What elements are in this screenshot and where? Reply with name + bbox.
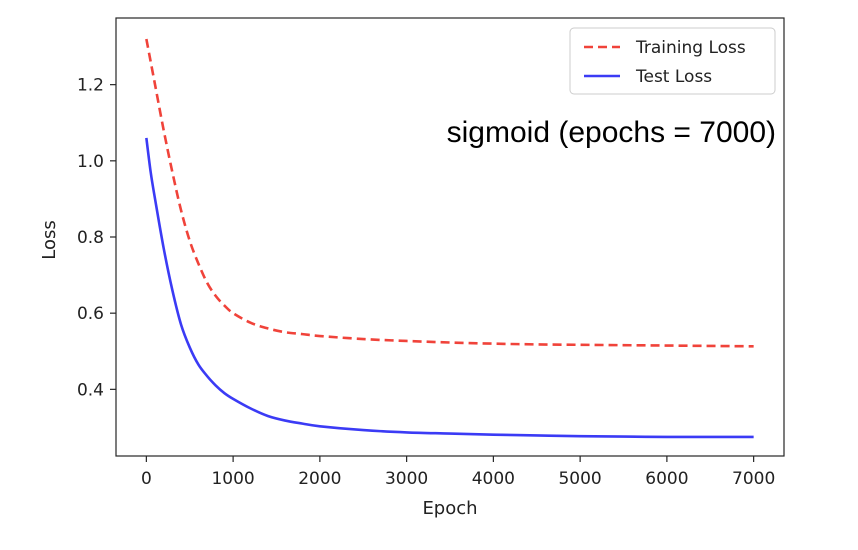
x-tick-label: 7000: [732, 469, 775, 489]
y-axis-label: Loss: [39, 220, 60, 259]
x-tick-label: 1000: [211, 469, 254, 489]
legend-label-test-loss: Test Loss: [635, 67, 712, 87]
legend-label-training-loss: Training Loss: [635, 38, 746, 58]
y-tick-label: 0.8: [77, 228, 104, 248]
y-tick-label: 1.2: [77, 76, 104, 96]
x-tick-label: 5000: [558, 469, 601, 489]
legend: Training Loss Test Loss: [569, 27, 776, 95]
x-tick-label: 6000: [645, 469, 688, 489]
axis-layer: 0 1000 2000 3000 4000 5000 6000 7000 0.4 0.6 0.8 1.…: [77, 76, 775, 489]
plot-frame: [115, 17, 785, 457]
y-tick-label: 0.4: [77, 380, 104, 400]
series-line-training-loss: [145, 38, 754, 348]
x-tick-label: 4000: [472, 469, 515, 489]
x-tick-label: 3000: [385, 469, 428, 489]
series-line-test-loss: [145, 137, 754, 439]
y-tick-label: 1.0: [77, 152, 104, 172]
legend-box: [569, 27, 776, 95]
chart-annotation: sigmoid (epochs = 7000): [447, 116, 776, 149]
y-tick-label: 0.6: [77, 304, 104, 324]
x-axis-label: Epoch: [422, 498, 477, 519]
x-tick-label: 0: [141, 469, 152, 489]
series-layer: [145, 38, 754, 439]
x-tick-label: 2000: [298, 469, 341, 489]
